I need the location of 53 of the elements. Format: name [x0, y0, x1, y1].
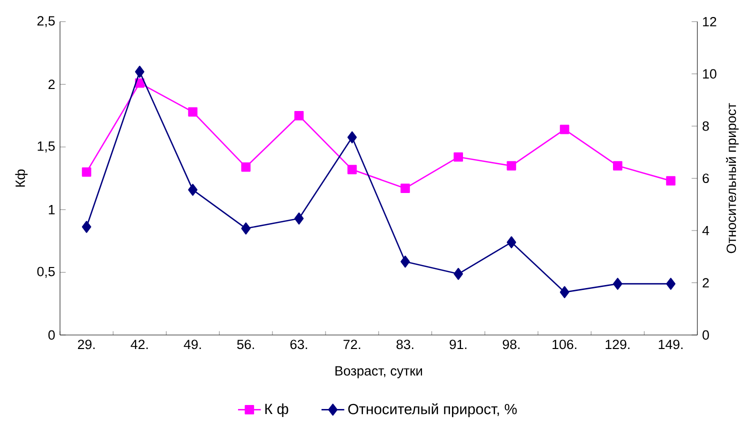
y2-tick-label: 4 [702, 226, 710, 236]
y2-tick-label: 10 [703, 69, 716, 79]
y2-tick-label: 0 [702, 330, 709, 340]
y-tick-label: 1 [48, 205, 55, 214]
x-tick-label: 29. [78, 340, 95, 350]
point [612, 278, 622, 290]
x-tick-label: 63. [290, 340, 308, 350]
x-tick-label: 83. [396, 340, 414, 350]
point [294, 212, 304, 225]
x-tick-label: 91. [450, 340, 466, 350]
point [506, 236, 516, 248]
point [82, 167, 92, 177]
legend-label: Относителый прирост, % [348, 403, 517, 418]
x-tick-label: 149. [658, 340, 683, 350]
point [188, 107, 198, 117]
x-tick-label: 106. [552, 340, 576, 350]
y2-tick-label: 8 [702, 121, 709, 131]
y2-tick-label: 12 [703, 17, 716, 26]
point [241, 222, 251, 234]
x-tick-label: 49. [184, 340, 201, 350]
point [400, 184, 410, 194]
y-tick-label: 2 [48, 80, 55, 89]
point [560, 124, 570, 134]
point [666, 278, 676, 290]
point [506, 161, 516, 170]
y2-tick-label: 6 [702, 174, 709, 184]
point [82, 220, 92, 233]
point [560, 286, 570, 298]
y-tick-label: 0,5 [37, 266, 55, 278]
point [612, 161, 622, 170]
y-tick-label: 0 [48, 330, 55, 340]
point [135, 66, 144, 78]
point [454, 152, 464, 162]
point [666, 176, 676, 186]
y-tick-label: 1,5 [38, 142, 55, 152]
point [400, 256, 410, 268]
x-tick-label: 72. [344, 340, 360, 350]
x-tick-label: 98. [502, 340, 520, 350]
point [241, 162, 251, 172]
x-tick-label: 129. [606, 340, 630, 350]
x-tick-label: 42. [130, 340, 148, 350]
point [347, 164, 357, 174]
y-tick-label: 2,5 [37, 16, 55, 28]
point [294, 110, 304, 120]
legend-label: К ф [265, 403, 288, 418]
y2-tick-label: 2 [702, 278, 709, 288]
y-axis-title: Кф [15, 170, 28, 187]
point [347, 131, 357, 144]
point [454, 268, 464, 280]
x-tick-label: 56. [237, 340, 254, 350]
point [188, 184, 198, 196]
x-axis-title: Возраст, сутки [335, 366, 422, 378]
y2-axis-title: Относительный прирост [726, 103, 739, 254]
